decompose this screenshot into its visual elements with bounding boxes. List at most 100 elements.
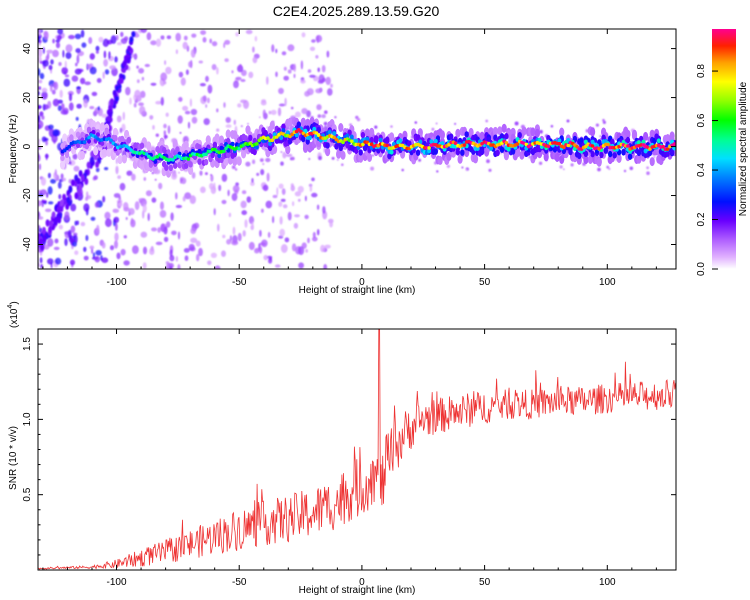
spectrogram-noise-blob [301,108,308,115]
spectrogram-noise-blob [205,104,208,108]
spectrogram-noise-blob [223,102,226,108]
spectrogram-noise-dot [629,166,634,171]
spectrogram-noise-blob [114,56,118,63]
spectrogram-noise-blob [75,48,81,54]
spectrogram-noise-blob [227,189,230,197]
spectrogram-noise-blob [294,191,302,197]
spectrogram-ridge-cell [101,148,108,158]
spectrogram-ridge-cell [345,133,350,139]
spectrogram-noise-blob [65,44,73,53]
spectrogram-noise-blob [39,111,44,117]
spectrogram-noise-blob [109,65,116,70]
spectrogram-x-tick-label: 50 [479,277,491,288]
spectrogram-noise-blob [69,161,72,165]
snr-multiplier-exponent: 4 [7,305,14,309]
spectrogram-noise-blob [76,54,80,64]
spectrogram-ridge-cell [669,148,675,156]
spectrogram-noise-blob [83,255,89,261]
spectrogram-noise-dot [461,166,464,169]
spectrogram-noise-blob [327,88,333,96]
spectrogram-noise-blob [143,177,147,181]
spectrogram-noise-blob [252,159,256,165]
spectrogram-noise-blob [116,252,121,260]
spectrogram-ridge-cell [316,133,321,138]
spectrogram-ridge-cell [366,153,373,162]
spectrogram-noise-blob [250,181,255,186]
spectrogram-noise-blob [48,64,53,71]
spectrogram-noise-blob [46,192,49,198]
spectrogram-noise-blob [58,194,62,200]
spectrogram-ridge-cell [606,142,610,147]
spectrogram-ridge-cell [287,117,293,127]
spectrogram-noise-blob [252,56,258,64]
spectrogram-ridge-cell [641,139,646,145]
spectrogram-noise-blob [46,49,53,54]
spectrogram-noise-blob [271,44,275,53]
spectrogram-noise-blob [54,169,57,176]
spectrogram-noise-blob [207,84,213,94]
spectrogram-noise-blob [38,225,41,229]
spectrogram-streak-blob [65,202,70,210]
spectrogram-noise-blob [38,138,41,143]
spectrogram-noise-blob [52,49,59,58]
spectrogram-noise-blob [108,51,111,60]
spectrogram-noise-blob [183,248,190,253]
spectrogram-noise-blob [268,110,272,115]
spectrogram-ridge-cell [610,139,615,146]
spectrogram-noise-blob [125,86,131,96]
spectrogram-noise-blob [241,69,247,77]
spectrogram-noise-blob [246,196,252,203]
colorbar: 0.0 0.2 0.4 0.6 0.8 Normalized spectral ampl… [696,29,749,276]
spectrogram-noise-dot [595,123,600,127]
spectrogram-noise-dot [356,117,361,122]
spectrogram-noise-blob [65,51,72,60]
snr-x-tick-label: 50 [479,577,491,588]
spectrogram-noise-dot [653,156,656,159]
spectrogram-noise-blob [130,217,134,225]
spectrogram-noise-blob [275,264,281,268]
spectrogram-noise-blob [43,104,49,110]
spectrogram-streak-blob [77,187,82,195]
spectrogram-noise-blob [47,238,54,247]
spectrogram-ridge-cell [332,131,337,136]
spectrogram-noise-dot [454,122,457,125]
spectrogram-ridge-cell [649,157,655,167]
spectrogram-noise-dot [599,135,602,138]
spectrogram-noise-blob [164,60,167,65]
spectrogram-noise-blob [298,246,305,256]
spectrogram-noise-blob [67,229,72,239]
spectrogram-ridge-cell [139,142,145,149]
spectrogram-ridge-cell [360,131,366,139]
snr-x-tick-label: -50 [232,577,247,588]
spectrogram-noise-blob [170,212,174,221]
spectrogram-noise-blob [190,108,198,116]
spectrogram-ridge-cell [590,127,596,137]
spectrogram-noise-blob [287,44,295,52]
spectrogram-ridge-cell [60,154,65,162]
spectrogram-noise-dot [435,122,438,125]
spectrogram-ridge-cell [82,140,87,144]
spectrogram-noise-blob [68,102,74,111]
spectrogram-streak-blob [38,238,43,246]
spectrogram-ridge-cell [543,152,549,162]
spectrogram-noise-blob [75,62,78,67]
snr-y-multiplier: (x104) [7,301,20,328]
spectrogram-noise-blob [140,90,146,98]
svg-text:(x104): (x104) [7,301,20,328]
spectrogram-ridge-cell [559,127,565,137]
spectrogram-noise-blob [76,103,82,109]
spectrogram-ridge-cell [296,121,301,128]
spectrogram-streak-blob [59,199,64,207]
spectrogram-noise-blob [70,225,76,233]
spectrogram-panel: -100 -50 0 50 100 -40 -20 0 20 40 Height of stra… [8,28,677,296]
spectrogram-ridge-cell [121,154,127,164]
spectrogram-noise-blob [216,108,219,113]
spectrogram-noise-blob [284,237,290,243]
spectrogram-noise-dot [163,134,168,139]
spectrogram-noise-blob [233,119,236,126]
spectrogram-noise-blob [275,71,278,78]
spectrogram-noise-dot [259,116,261,119]
spectrogram-noise-blob [262,184,269,192]
spectrogram-noise-blob [200,186,206,194]
spectrogram-noise-blob [50,178,57,184]
